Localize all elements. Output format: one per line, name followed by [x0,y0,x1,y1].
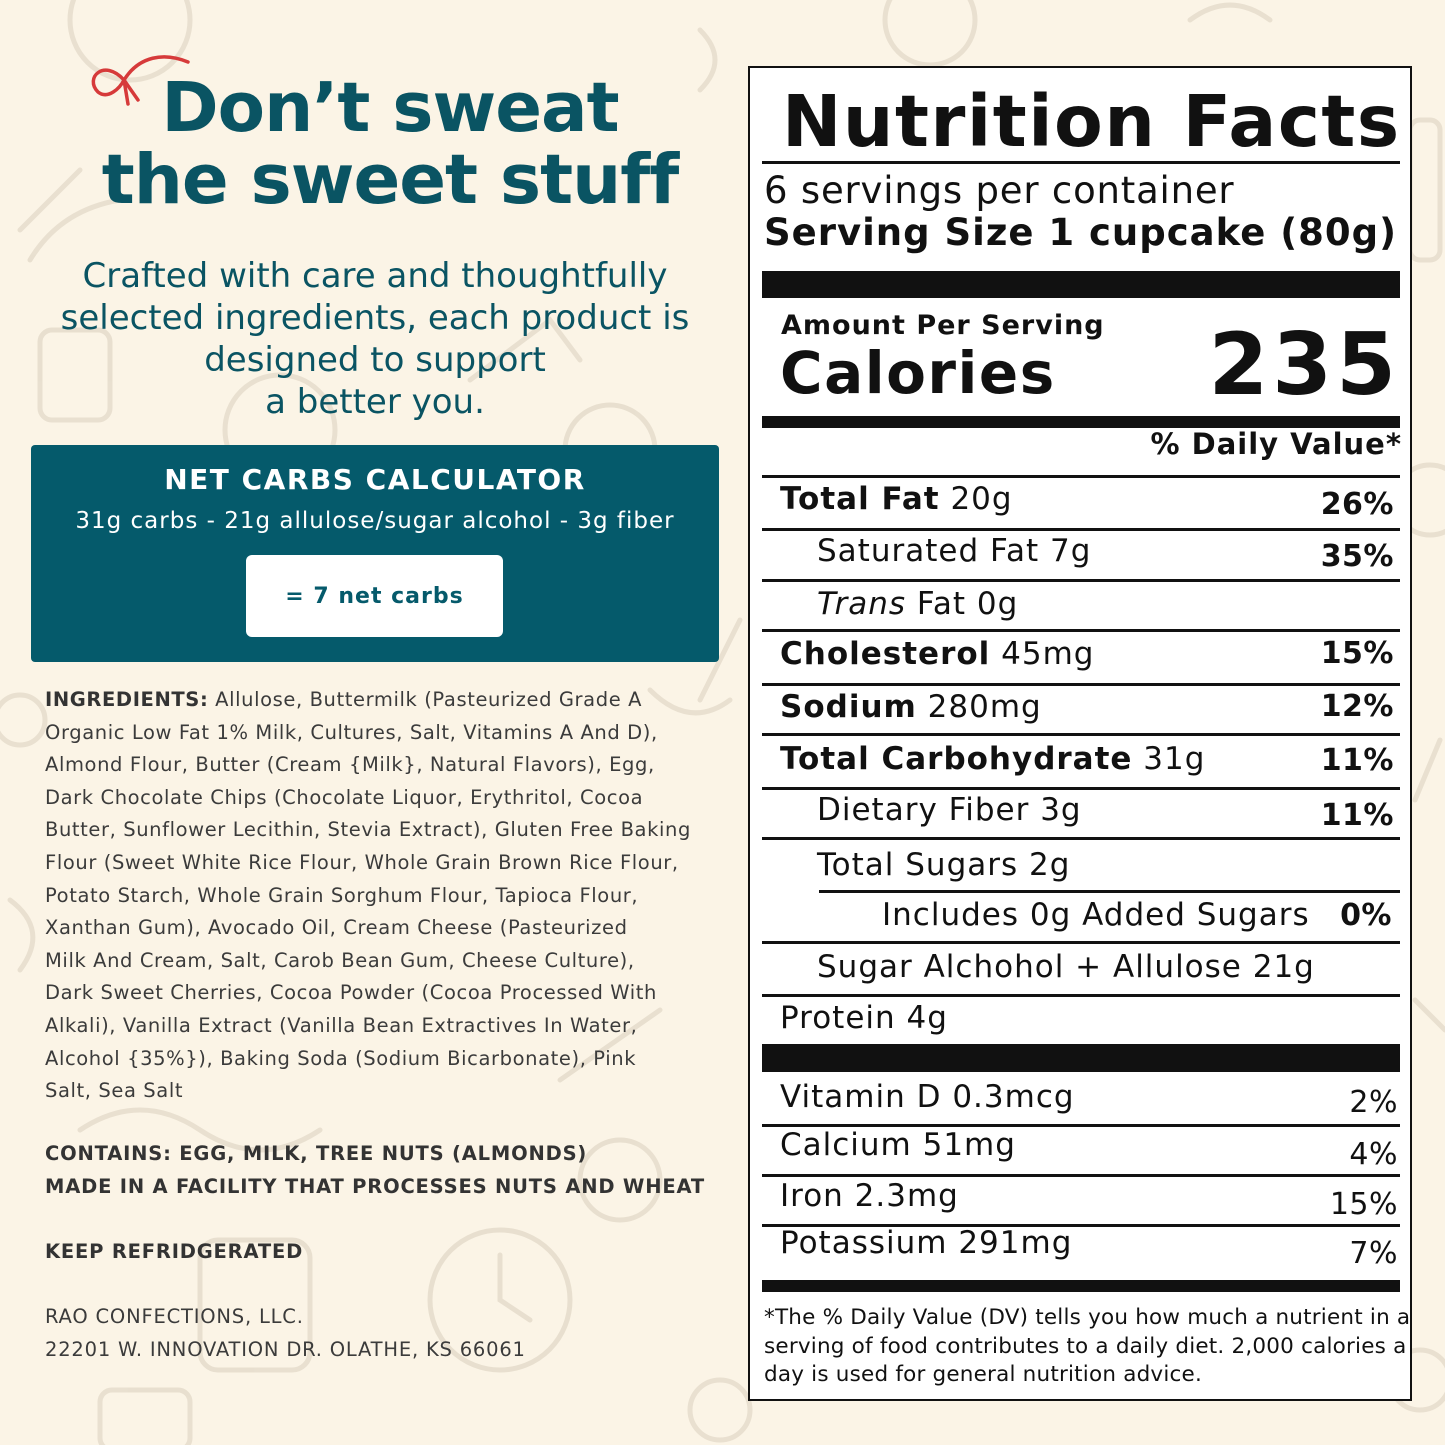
saturated-fat-dv: 35% [1320,539,1394,574]
calculator-title: NET CARBS CALCULATOR [164,463,586,496]
contains-line: CONTAINS: EGG, MILK, TREE NUTS (ALMONDS) [45,1142,588,1165]
divider [762,629,1400,632]
subtitle-line-3: designed to support [204,340,546,380]
ingredients-line: Dark Chocolate Chips (Chocolate Liquor, … [45,785,644,809]
nutrition-facts-panel: Nutrition Facts 6 servings per container… [748,66,1412,1401]
daily-value-header: % Daily Value* [1150,427,1402,461]
ingredients-line: Alcohol {35%}), Baking Soda (Sodium Bica… [45,1046,637,1070]
daily-value-footnote: *The % Daily Value (DV) tells you how mu… [764,1305,1411,1387]
headline-line-1: Don’t sweat [161,68,619,148]
divider [762,733,1400,736]
medium-divider [762,416,1400,428]
cholesterol-dv: 15% [1320,636,1394,671]
servings-per-container: 6 servings per container [764,169,1235,212]
storage-instruction: KEEP REFRIDGERATED [45,1236,725,1269]
ingredients-line: Almond Flour, Butter (Cream {Milk}, Natu… [45,753,655,777]
ingredients-line: Alkali), Vanilla Extract (Vanilla Bean E… [45,1013,638,1037]
ingredients-label: INGREDIENTS: [45,688,209,711]
thick-divider [762,271,1400,298]
divider [762,683,1400,686]
cholesterol-row: Cholesterol 45mg [780,636,1095,672]
dietary-fiber-dv: 11% [1320,798,1394,833]
company-name: RAO CONFECTIONS, LLC. [45,1305,304,1328]
company-address: 22201 W. INNOVATION DR. OLATHE, KS 66061 [45,1337,526,1361]
ingredients-line: Potato Starch, Whole Grain Sorghum Flour… [45,883,639,907]
total-sugars-row: Total Sugars 2g [817,847,1071,883]
ingredients-line: Organic Low Fat 1% Milk, Cultures, Salt,… [45,720,658,744]
ingredients-line: Butter, Sunflower Lecithin, Stevia Extra… [45,818,691,842]
headline-line-2: the sweet stuff [101,140,680,220]
net-carbs-calculator: NET CARBS CALCULATOR 31g carbs - 21g all… [31,445,719,662]
calcium-row: Calcium 51mg [780,1127,1016,1163]
ingredients-line: Xanthan Gum), Avocado Oil, Cream Cheese … [45,916,628,940]
total-carbohydrate-dv: 11% [1320,743,1394,778]
thick-divider [762,1044,1400,1072]
divider [762,1124,1400,1127]
company-info: RAO CONFECTIONS, LLC. 22201 W. INNOVATIO… [45,1301,725,1366]
ingredients-line: Dark Sweet Cherries, Cocoa Powder (Cocoa… [45,981,657,1005]
storage-text: KEEP REFRIDGERATED [45,1240,304,1263]
ingredients-line: Milk And Cream, Salt, Carob Bean Gum, Ch… [45,948,635,972]
added-sugars-dv: 0% [1340,898,1392,933]
ingredients-line: Flour (Sweet White Rice Flour, Whole Gra… [45,850,679,874]
total-fat-row: Total Fat 20g [780,481,1013,517]
total-fat-dv: 26% [1320,487,1394,522]
sodium-dv: 12% [1320,689,1394,724]
ingredients-line: INGREDIENTS: Allulose, Buttermilk (Paste… [45,688,643,711]
amount-per-serving: Amount Per Serving [781,310,1105,341]
potassium-dv: 7% [1349,1236,1398,1271]
divider [762,941,1400,944]
total-carbohydrate-row: Total Carbohydrate 31g [780,741,1206,777]
subtitle: Crafted with care and thoughtfully selec… [30,255,720,423]
divider [762,1174,1400,1177]
iron-row: Iron 2.3mg [780,1178,959,1214]
vitamin-d-dv: 2% [1349,1085,1398,1120]
dietary-fiber-row: Dietary Fiber 3g [817,792,1082,828]
calculator-formula: 31g carbs - 21g allulose/sugar alcohol -… [75,508,675,534]
nutrition-title: Nutrition Facts [782,80,1401,163]
trans-fat-row: Trans Fat 0g [817,586,1019,622]
serving-size: Serving Size 1 cupcake (80g) [764,211,1398,254]
divider [762,787,1400,790]
facility-line: MADE IN A FACILITY THAT PROCESSES NUTS A… [45,1174,705,1198]
divider [762,994,1400,997]
calories-value: 235 [1208,315,1400,415]
subtitle-line-4: a better you. [265,382,485,422]
sugar-alcohol-row: Sugar Alchohol + Allulose 21g [817,949,1315,985]
divider [762,475,1400,478]
divider [762,528,1400,531]
vitamin-d-row: Vitamin D 0.3mcg [780,1079,1075,1115]
subtitle-line-2: selected ingredients, each product is [60,298,690,338]
added-sugars-row: Includes 0g Added Sugars [882,897,1310,933]
medium-divider [762,1280,1400,1292]
calcium-dv: 4% [1349,1137,1398,1172]
calories-label: Calories [780,339,1056,407]
divider [762,1224,1400,1227]
iron-dv: 15% [1329,1187,1398,1222]
potassium-row: Potassium 291mg [780,1225,1073,1261]
calculator-result: = 7 net carbs [246,555,503,637]
subtitle-line-1: Crafted with care and thoughtfully [82,256,668,296]
headline: Don’t sweat the sweet stuff [70,72,710,216]
divider [762,579,1400,582]
divider [819,890,1400,893]
ingredients-line: Salt, Sea Salt [45,1079,184,1103]
allergen-statement: CONTAINS: EGG, MILK, TREE NUTS (ALMONDS)… [45,1138,725,1203]
sodium-row: Sodium 280mg [780,689,1042,725]
ribbon-icon [91,55,190,106]
divider [762,161,1400,164]
protein-row: Protein 4g [780,1000,948,1036]
divider [762,837,1400,840]
ingredients-list: INGREDIENTS: Allulose, Buttermilk (Paste… [45,684,725,1108]
saturated-fat-row: Saturated Fat 7g [817,533,1092,569]
